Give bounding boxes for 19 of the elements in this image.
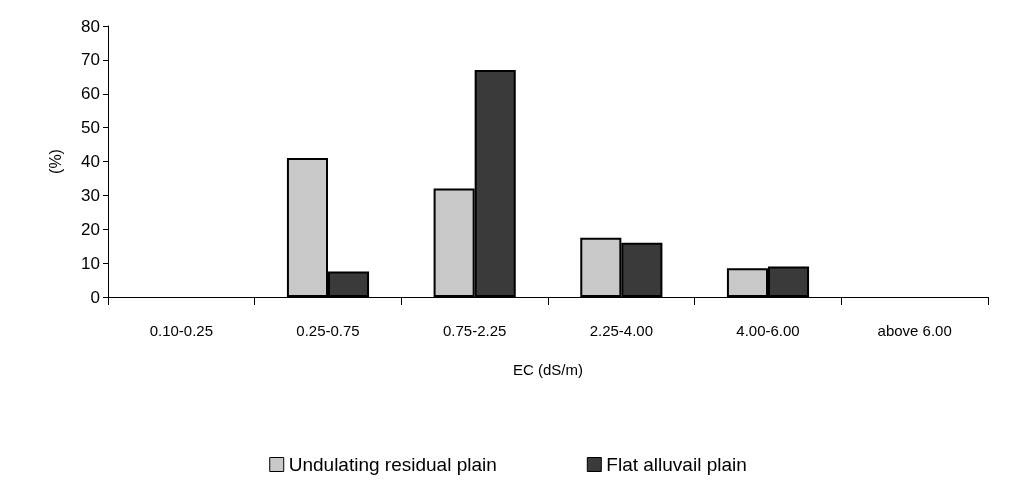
y-tick-label: 10: [81, 253, 100, 273]
y-tick-label: 60: [81, 84, 100, 104]
y-tick-label: 70: [81, 50, 100, 70]
legend-label: Flat alluvail plain: [606, 454, 747, 475]
y-tick-label: 0: [90, 287, 100, 307]
x-tick-label: 0.25-0.75: [296, 322, 360, 339]
y-tick-label: 80: [81, 16, 100, 36]
x-tick-label: 0.10-0.25: [149, 322, 214, 339]
x-tick-label: 4.00-6.00: [736, 322, 800, 339]
x-tick-label: 0.75-2.25: [442, 322, 507, 339]
y-tick-label: 40: [81, 152, 100, 171]
y-tick-label: 30: [81, 185, 100, 205]
x-tick-label: above 6.00: [877, 322, 952, 339]
x-tick-label: 2.25-4.00: [589, 322, 654, 339]
y-tick-label: 20: [81, 219, 100, 239]
y-axis-title: (%): [46, 149, 64, 174]
y-tick-label: 50: [81, 118, 100, 138]
x-axis-title: EC (dS/m): [512, 361, 584, 378]
legend-label: Undulating residual plain: [288, 454, 497, 475]
